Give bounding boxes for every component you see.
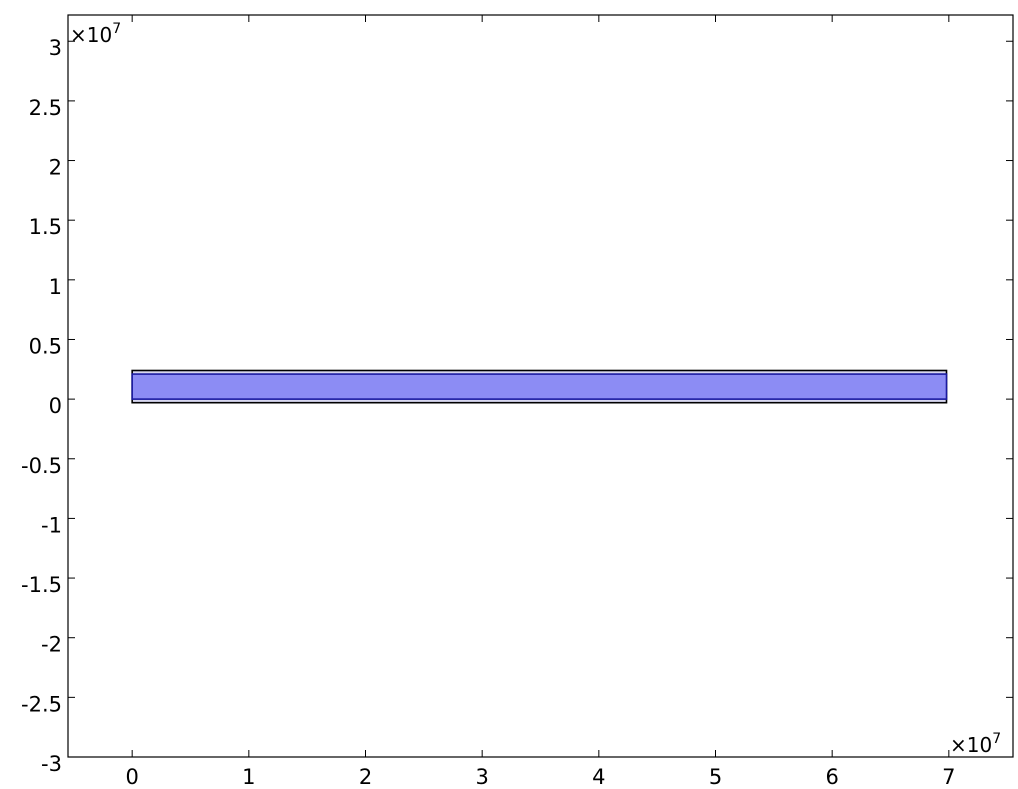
x-tick-label: 7 [942, 765, 955, 789]
y-tick-label: -2 [41, 633, 62, 657]
y-tick-label: 1.5 [29, 215, 62, 239]
y-tick-label: 3 [49, 36, 62, 60]
x-tick-label: 6 [825, 765, 838, 789]
y-tick-label: -0.5 [21, 454, 62, 478]
y-axis-multiplier: ×107 [70, 21, 121, 47]
x-tick-label: 4 [592, 765, 605, 789]
y-axis-ticks: 3 2.5 2 1.5 1 0.5 0 -0.5 -1 -1.5 -2 -2.5 -3 [21, 36, 1013, 776]
geometry-shapes [131, 369, 948, 404]
y-tick-label: -3 [41, 752, 62, 776]
x-tick-label: 5 [709, 765, 722, 789]
y-tick-label: -1.5 [21, 573, 62, 597]
y-tick-label: 2 [49, 156, 62, 180]
y-tick-label: 1 [49, 275, 62, 299]
x-tick-label: 0 [125, 765, 138, 789]
y-tick-label: 0.5 [29, 334, 62, 358]
x-tick-label: 2 [359, 765, 372, 789]
x-axis-multiplier: ×107 [950, 731, 1001, 757]
x-tick-label: 3 [475, 765, 488, 789]
x-axis-ticks: 0 1 2 3 4 5 6 7 [125, 15, 956, 789]
inner-domain [131, 373, 948, 400]
y-tick-label: -2.5 [21, 692, 62, 716]
y-tick-label: -1 [41, 513, 62, 537]
y-tick-label: 0 [49, 394, 62, 418]
x-tick-label: 1 [242, 765, 255, 789]
y-tick-label: 2.5 [29, 96, 62, 120]
